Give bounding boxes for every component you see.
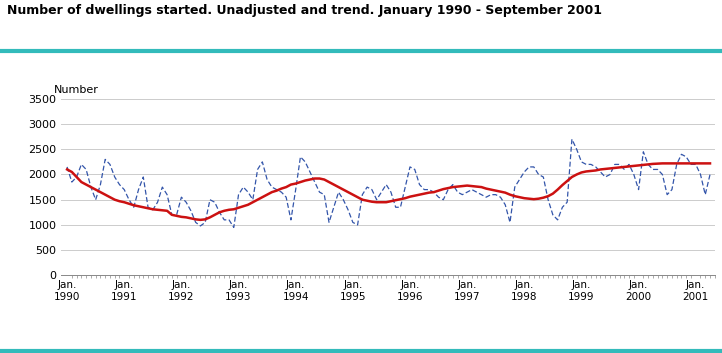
Number of dwellings, trend	[139, 205, 147, 209]
Number of dwelling, unadjusted	[677, 152, 686, 156]
Number of dwellings, trend	[586, 169, 595, 173]
Text: Number of dwellings started. Unadjusted and trend. January 1990 - September 2001: Number of dwellings started. Unadjusted …	[7, 4, 602, 17]
Number of dwellings, trend	[596, 167, 605, 172]
Number of dwellings, trend	[705, 161, 714, 166]
Number of dwellings, trend	[63, 167, 71, 172]
Number of dwelling, unadjusted	[139, 175, 147, 179]
Line: Number of dwellings, trend: Number of dwellings, trend	[67, 163, 710, 220]
Number of dwellings, trend	[658, 161, 666, 166]
Number of dwelling, unadjusted	[601, 175, 609, 179]
Number of dwellings, trend	[591, 168, 600, 173]
Number of dwelling, unadjusted	[567, 137, 576, 141]
Number of dwelling, unadjusted	[596, 170, 605, 174]
Number of dwellings, trend	[677, 161, 686, 166]
Line: Number of dwelling, unadjusted: Number of dwelling, unadjusted	[67, 139, 710, 227]
Number of dwelling, unadjusted	[230, 225, 238, 229]
Number of dwelling, unadjusted	[591, 165, 600, 169]
Number of dwellings, trend	[316, 176, 324, 181]
Text: Number: Number	[54, 85, 99, 95]
Number of dwelling, unadjusted	[63, 165, 71, 169]
Number of dwellings, trend	[196, 218, 205, 222]
Number of dwelling, unadjusted	[705, 172, 714, 176]
Number of dwelling, unadjusted	[316, 190, 324, 194]
